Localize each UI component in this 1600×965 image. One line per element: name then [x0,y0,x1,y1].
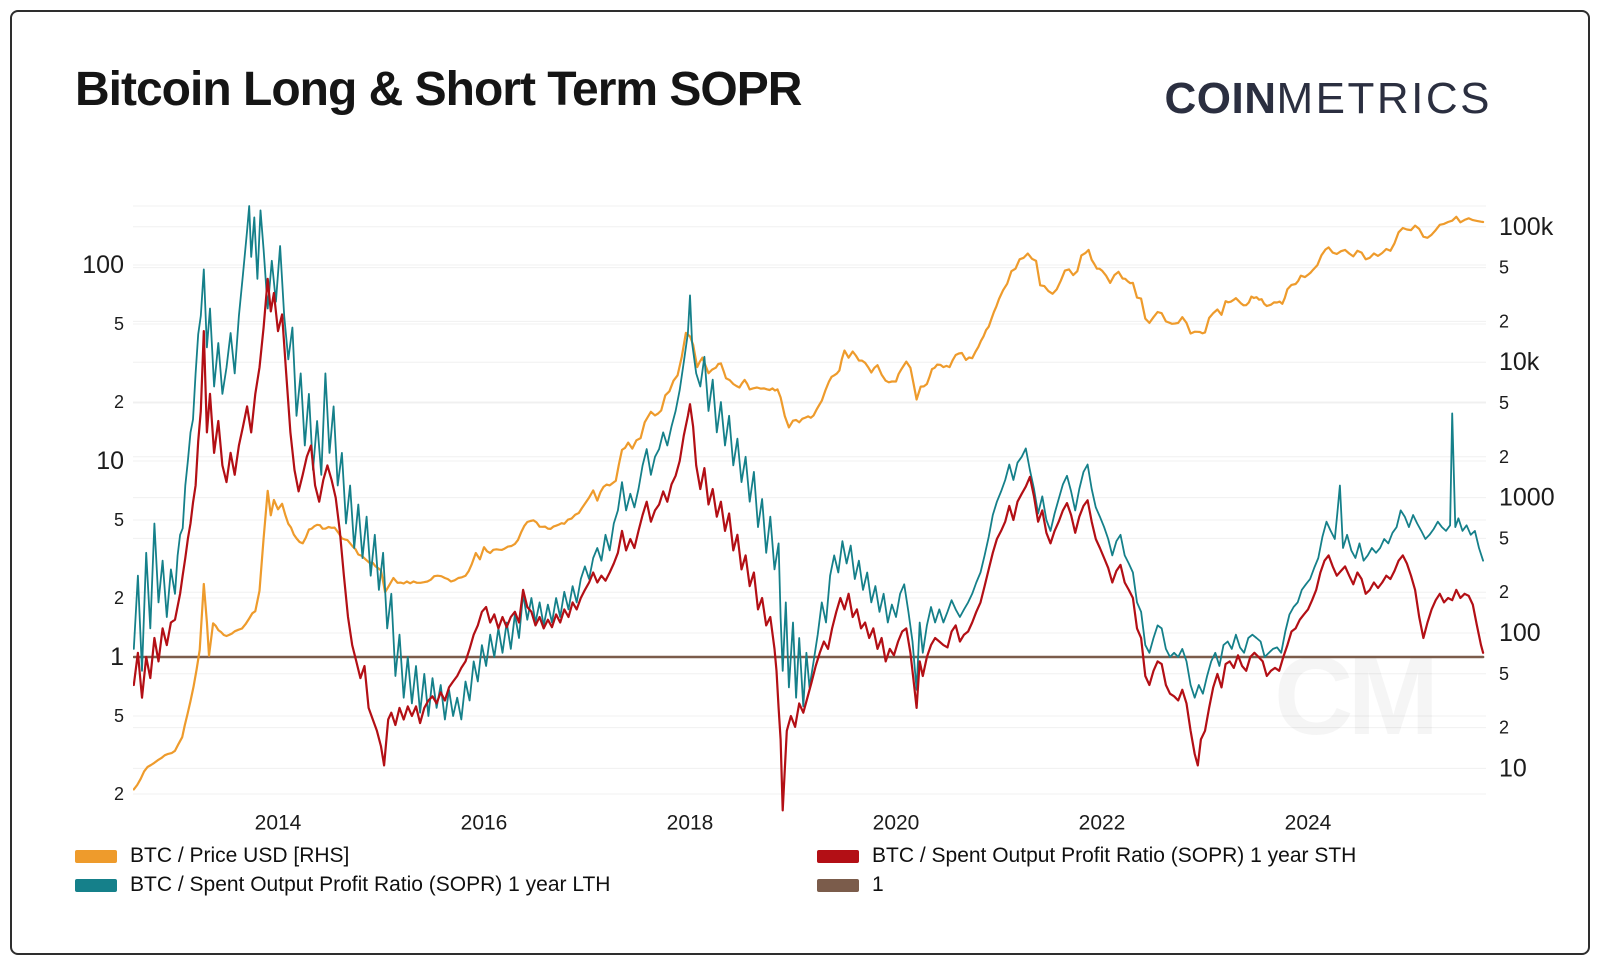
left-axis-ticks: 100 5 2 10 5 2 1 5 2 [82,251,124,804]
left-axis-tick-label: 5 [114,706,124,726]
right-axis-tick-label: 1000 [1499,484,1555,512]
right-axis-tick-label: 5 [1499,664,1509,684]
legend-item-sopr-sth[interactable]: BTC / Spent Output Profit Ratio (SOPR) 1… [817,844,1356,868]
x-axis-tick-label: 2024 [1285,811,1332,834]
left-axis-tick-label: 2 [114,784,124,804]
cm-watermark: CM [1274,635,1433,758]
series-line-price [133,215,1485,791]
left-axis-tick-label: 5 [114,314,124,334]
right-axis-tick-label: 5 [1499,528,1509,548]
x-axis-tick-label: 2020 [873,811,920,834]
legend-swatch-sth [817,849,859,863]
left-axis-tick-label: 1 [110,643,124,671]
chart-card: Bitcoin Long & Short Term SOPR COINMETRI… [10,10,1590,955]
right-axis-tick-label: 10k [1499,348,1540,376]
right-axis-tick-label: 100k [1499,213,1554,241]
x-axis-tick-label: 2022 [1079,811,1126,834]
legend-label-sth: BTC / Spent Output Profit Ratio (SOPR) 1… [872,844,1357,867]
right-axis-tick-label: 2 [1499,311,1509,331]
right-axis-tick-label: 100 [1499,619,1541,647]
legend-swatch-one [817,878,859,892]
coinmetrics-logo: COINMETRICS [1165,74,1493,124]
x-axis-tick-label: 2014 [255,811,302,834]
logo-coin: COIN [1164,74,1277,123]
left-axis-tick-label: 100 [82,251,124,279]
gridlines [133,205,1486,795]
legend-item-sopr-lth[interactable]: BTC / Spent Output Profit Ratio (SOPR) 1… [75,873,610,897]
series-layer [133,205,1485,812]
legend-label-price: BTC / Price USD [RHS] [130,844,350,867]
sopr-chart: CM 100 5 2 10 5 2 1 5 2 100k 5 2 10k 5 2 1000 5 2 100 5 2 10 20… [82,205,1555,834]
page-title: Bitcoin Long & Short Term SOPR [75,63,802,116]
right-axis-tick-label: 10 [1499,754,1527,782]
x-axis-tick-label: 2018 [667,811,714,834]
legend-swatch-lth [75,878,117,892]
x-axis-tick-label: 2016 [461,811,508,834]
legend-item-baseline-one[interactable]: 1 [817,873,884,897]
right-axis-tick-label: 2 [1499,718,1509,738]
series-line-sth [133,277,1485,812]
left-axis-tick-label: 2 [114,588,124,608]
left-axis-tick-label: 10 [96,447,124,475]
legend-swatch-price [75,849,117,863]
x-axis-ticks: 2014 2016 2018 2020 2022 2024 [255,811,1332,834]
right-axis-ticks: 100k 5 2 10k 5 2 1000 5 2 100 5 2 10 [1499,213,1555,783]
right-axis-tick-label: 2 [1499,582,1509,602]
logo-metrics: METRICS [1276,74,1492,123]
right-axis-tick-label: 2 [1499,447,1509,467]
legend-label-lth: BTC / Spent Output Profit Ratio (SOPR) 1… [130,873,611,896]
left-axis-tick-label: 5 [114,510,124,530]
right-axis-tick-label: 5 [1499,258,1509,278]
right-axis-tick-label: 5 [1499,393,1509,413]
legend-label-one: 1 [872,873,884,896]
left-axis-tick-label: 2 [114,392,124,412]
legend-item-price-usd[interactable]: BTC / Price USD [RHS] [75,844,349,868]
series-line-lth [133,205,1484,721]
